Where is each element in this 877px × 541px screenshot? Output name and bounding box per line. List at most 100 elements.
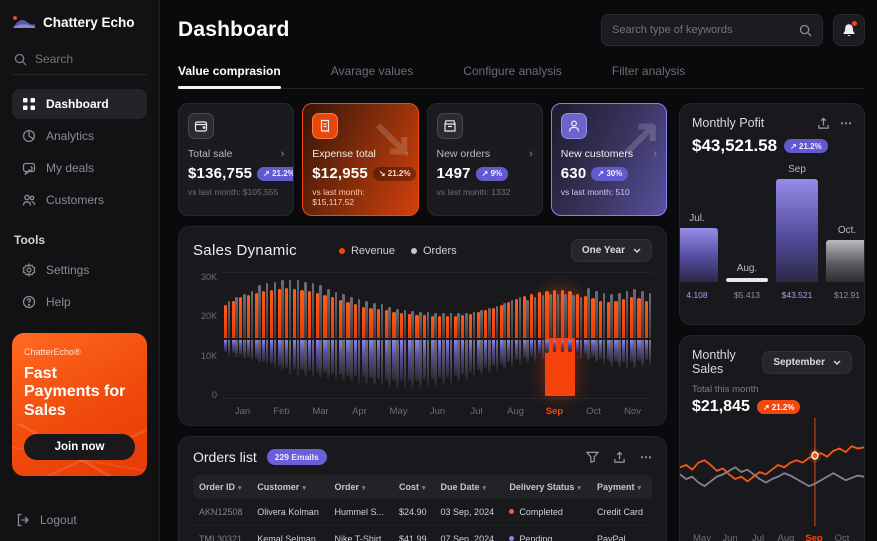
logout-button[interactable]: Logout [12,505,147,529]
chart-column[interactable] [476,272,484,400]
sidebar-search-input[interactable] [35,52,135,66]
chart-column[interactable] [238,272,246,400]
chart-column[interactable] [583,272,591,400]
column-header-due-date[interactable]: Due Date ▾ [440,482,487,492]
chart-column[interactable] [460,272,468,400]
chart-column[interactable] [223,272,231,400]
chart-column[interactable] [300,272,308,400]
column-header-delivery-status[interactable]: Delivery Status ▾ [509,482,581,492]
chart-column[interactable] [598,272,606,400]
chart-column[interactable] [284,272,292,400]
sidebar-item-dashboard[interactable]: Dashboard [12,89,147,119]
table-row[interactable]: TMI 30321 Kemal Selman Nike T-Shirt $41.99 0… [193,525,652,541]
chart-column[interactable] [376,272,384,400]
profit-bar-jul[interactable]: Jul. [680,164,718,282]
sidebar-item-analytics[interactable]: Analytics [12,121,147,151]
column-header-customer[interactable]: Customer ▾ [257,482,306,492]
chart-column[interactable] [506,272,514,400]
sidebar-search[interactable] [12,48,147,75]
stat-card-new-orders[interactable]: New orders › 1497 ↗ 9% vs last month: 1332 [426,103,543,216]
chart-column[interactable] [437,272,445,400]
chart-column[interactable] [529,272,537,400]
month-select[interactable]: September [762,350,852,374]
chart-column[interactable] [307,272,315,400]
chart-column[interactable] [414,272,422,400]
more-options-button[interactable]: ⋯ [840,116,852,130]
stat-card-new-customers[interactable]: ↗ New customers › 630 ↗ 30% vs last month: 51… [550,103,667,216]
chart-column[interactable] [254,272,262,400]
chart-column[interactable] [644,272,652,400]
marker-dot[interactable] [811,451,819,460]
chart-column[interactable] [621,272,629,400]
chart-column[interactable] [422,272,430,400]
chart-column[interactable] [491,272,499,400]
column-header-cost[interactable]: Cost ▾ [399,482,426,492]
chart-column[interactable] [514,272,522,400]
chart-column[interactable] [468,272,476,400]
chart-column[interactable] [353,272,361,400]
more-options-button[interactable]: ⋯ [640,450,652,464]
chart-column[interactable] [407,272,415,400]
sidebar-item-my-deals[interactable]: My deals [12,153,147,183]
chart-column[interactable] [338,272,346,400]
join-now-button[interactable]: Join now [24,434,135,461]
chart-column[interactable] [399,272,407,400]
chevron-right-icon[interactable]: › [653,148,657,160]
chart-column[interactable] [483,272,491,400]
stat-card-expense-total[interactable]: ↘ Expense total › $12,955 ↘ 21.2% vs last mon… [302,103,419,216]
chevron-right-icon[interactable]: › [404,148,409,160]
stat-card-total-sale[interactable]: Total sale › $136,755 ↗ 21.2% vs last month:… [178,103,295,216]
tab-avarage-values[interactable]: Avarage values [330,64,414,78]
chart-column[interactable] [323,272,331,400]
chart-column[interactable] [537,272,545,400]
chart-column[interactable] [613,272,621,400]
period-select[interactable]: One Year [570,239,652,262]
chart-column[interactable] [629,272,637,400]
chart-column[interactable] [591,272,599,400]
chevron-right-icon[interactable]: › [280,148,285,160]
tab-value-comprasion[interactable]: Value comprasion [178,64,281,89]
chart-column[interactable] [453,272,461,400]
chart-column[interactable] [391,272,399,400]
sidebar-item-help[interactable]: Help [12,287,147,317]
column-header-order[interactable]: Order ▾ [334,482,366,492]
chart-column[interactable] [330,272,338,400]
chart-column[interactable] [346,272,354,400]
profit-bar-aug[interactable]: Aug. [726,164,768,282]
chart-column[interactable] [522,272,530,400]
chart-column[interactable] [315,272,323,400]
chart-column[interactable] [261,272,269,400]
sidebar-item-customers[interactable]: Customers [12,185,147,215]
chart-column[interactable] [231,272,239,400]
tab-filter-analysis[interactable]: Filter analysis [611,64,686,78]
profit-bar-sep[interactable]: Sep [776,164,818,282]
chart-column[interactable] [606,272,614,400]
export-button[interactable] [613,451,626,464]
sidebar-item-settings[interactable]: Settings [12,255,147,285]
x-tick-feb: Feb [273,406,290,417]
chart-column[interactable] [277,272,285,400]
chart-column[interactable] [430,272,438,400]
chart-column[interactable] [384,272,392,400]
table-row[interactable]: AKN12508 Olivera Kolman Hummel S... $24.90 0… [193,499,652,526]
global-search[interactable] [601,14,823,46]
chart-column[interactable] [445,272,453,400]
column-header-payment[interactable]: Payment ▾ [597,482,642,492]
column-header-order-id[interactable]: Order ID ▾ [199,482,242,492]
chart-column[interactable] [368,272,376,400]
chart-column[interactable] [269,272,277,400]
download-button[interactable] [817,117,830,130]
chart-column[interactable] [575,272,583,400]
filter-button[interactable] [586,451,599,463]
chart-column[interactable] [499,272,507,400]
chevron-right-icon[interactable]: › [529,148,533,160]
notifications-button[interactable] [833,14,865,46]
chart-column[interactable] [292,272,300,400]
chart-column[interactable] [246,272,254,400]
chart-column[interactable] [636,272,644,400]
chart-column[interactable] [361,272,369,400]
tab-configure-analysis[interactable]: Configure analysis [463,64,562,78]
profit-bar-oct[interactable]: Oct. [826,164,864,282]
global-search-input[interactable] [612,24,782,36]
orders-table: Order ID ▾ Customer ▾ Order ▾ Cost ▾ Due Date ▾ De… [193,475,652,541]
